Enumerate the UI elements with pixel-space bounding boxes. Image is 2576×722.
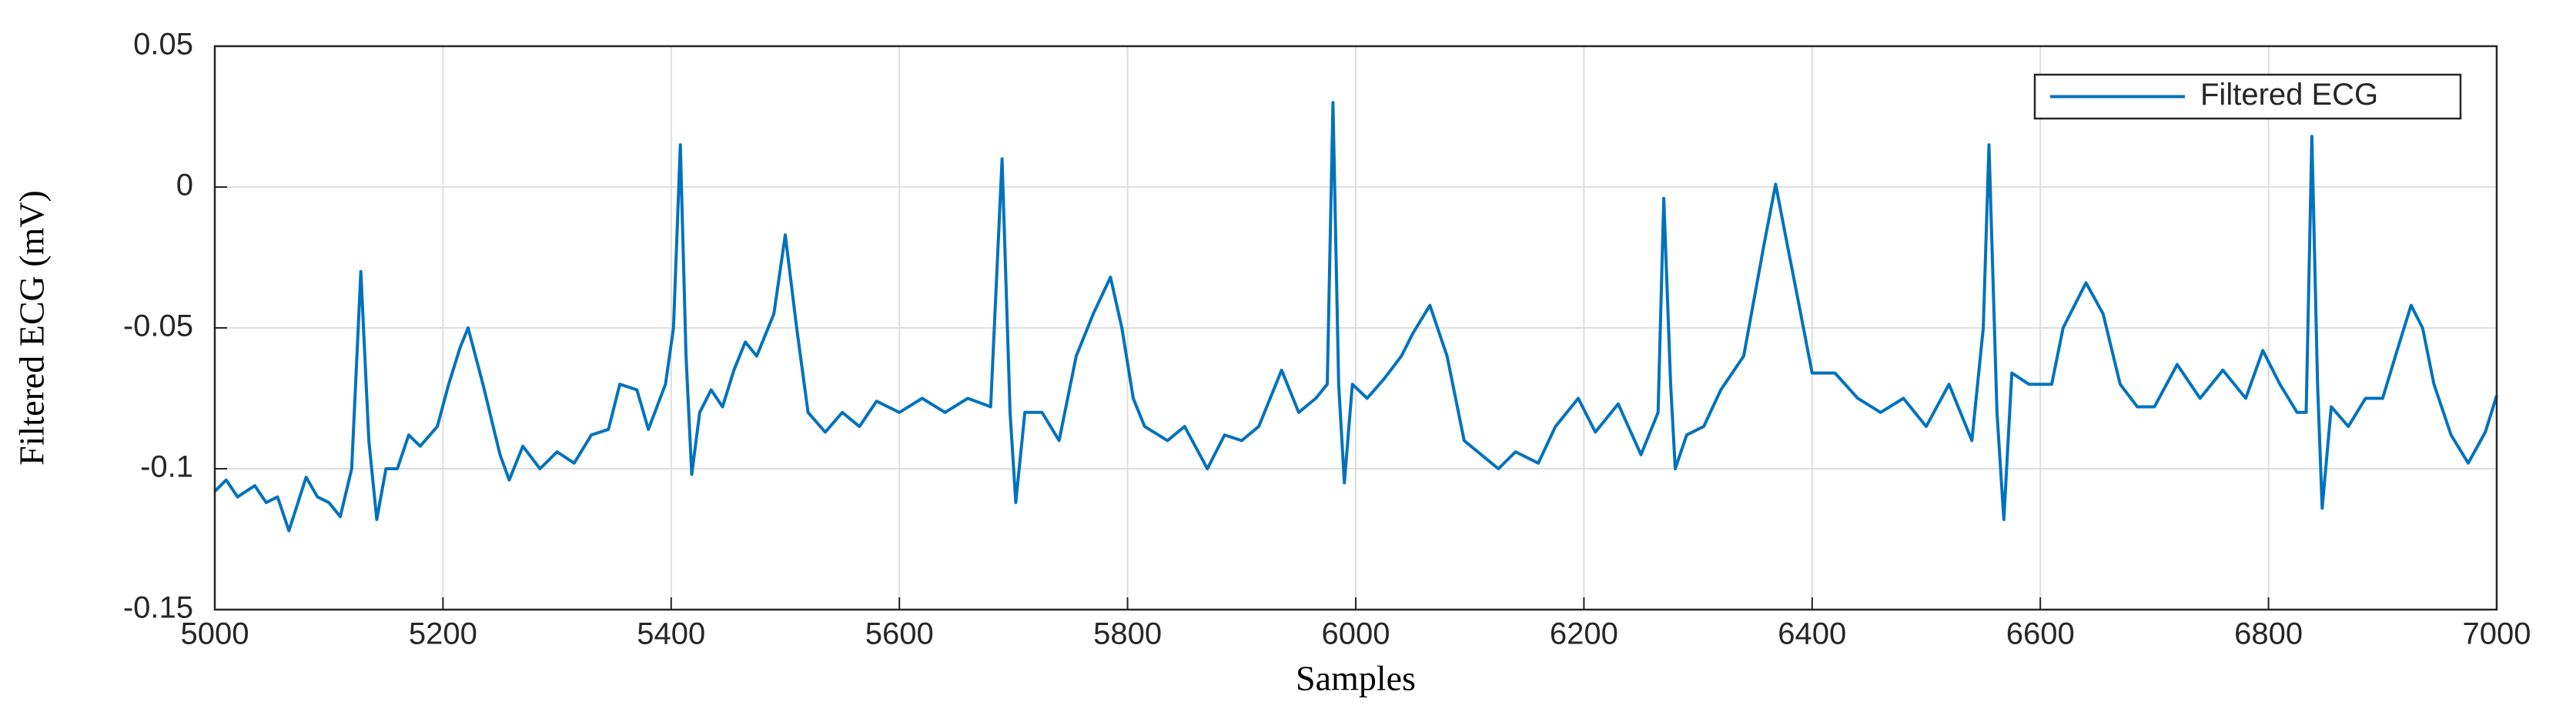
y-axis-label: Filtered ECG (mV) [12,190,52,466]
x-tick-label: 5200 [409,617,477,651]
line-series [213,101,2498,533]
x-axis-label: Samples [1296,659,1416,698]
x-tick-label: 5400 [637,617,705,651]
y-tick-label: -0.05 [123,309,193,343]
plot-frame [213,45,2498,611]
x-tick-label: 6000 [1322,617,1390,651]
y-tick-label: -0.15 [123,591,193,625]
x-tick-label: 5000 [181,617,249,651]
y-tick-label: 0.05 [133,28,193,62]
x-tick-label: 6600 [2006,617,2075,651]
legend-label: Filtered ECG [2200,78,2378,112]
y-tick-label: -0.1 [140,450,193,484]
y-tick-label: 0 [176,169,193,202]
x-tick-label: 6800 [2234,617,2303,651]
x-tick-label: 7000 [2463,617,2531,651]
x-tick-label: 6200 [1550,617,1618,651]
x-tick-label: 5600 [865,617,934,651]
x-tick-label: 5800 [1093,617,1162,651]
x-tick-label: 6400 [1778,617,1846,651]
